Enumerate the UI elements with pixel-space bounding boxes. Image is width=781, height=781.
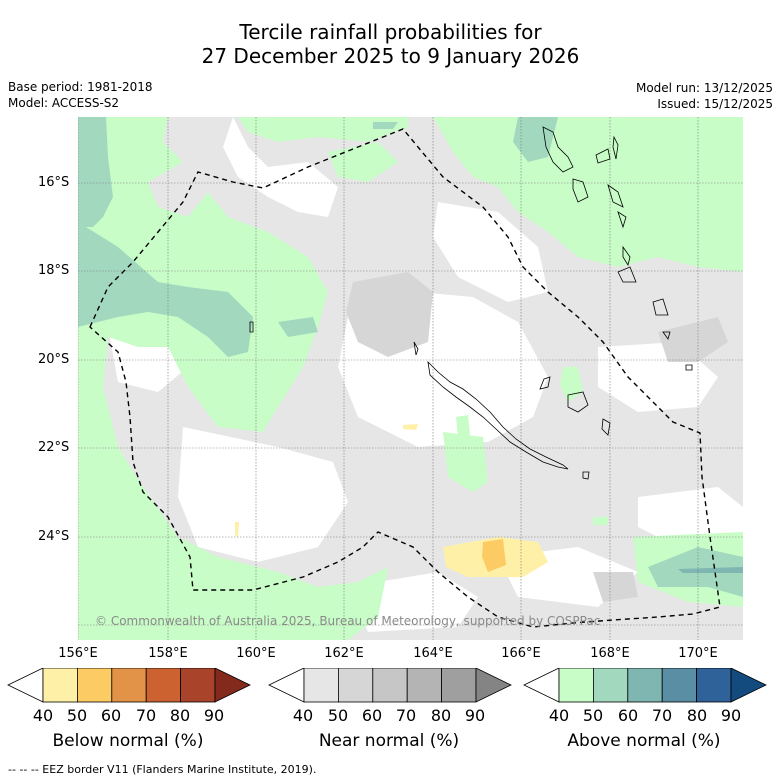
eez-border bbox=[89, 128, 721, 628]
lon-label-158e: 158°E bbox=[148, 646, 188, 661]
cb-below-tick-80: 80 bbox=[169, 706, 191, 725]
chart-title-line2: 27 December 2025 to 9 January 2026 bbox=[201, 44, 580, 68]
lat-label-18s: 18°S bbox=[38, 263, 70, 278]
cb-below-tick-90: 90 bbox=[203, 706, 225, 725]
colorbar-1-segment-2 bbox=[372, 668, 408, 703]
model-run: Model run: 13/12/2025 bbox=[635, 81, 773, 95]
map-panel bbox=[78, 117, 743, 640]
above-normal-label: Above normal (%) bbox=[567, 731, 721, 751]
lon-label-160e: 160°E bbox=[236, 646, 276, 661]
cb-near-tick-50: 50 bbox=[327, 706, 349, 725]
colorbar-1-segment-4 bbox=[441, 668, 477, 703]
cb-above-tick-70: 70 bbox=[651, 706, 673, 725]
lat-label-22s: 22°S bbox=[38, 440, 70, 455]
colorbar-1-start-triangle bbox=[268, 668, 305, 703]
base-period: Base period: 1981-2018 bbox=[8, 80, 153, 94]
cb-near-tick-60: 60 bbox=[361, 706, 383, 725]
map-svg bbox=[78, 117, 743, 640]
issued-date: Issued: 15/12/2025 bbox=[657, 97, 773, 111]
colorbar-2-end-triangle bbox=[730, 668, 767, 703]
colorbar-2-segment-4 bbox=[696, 668, 732, 703]
colorbar-1-segment-0 bbox=[303, 668, 339, 703]
colorbar-0-segment-1 bbox=[77, 668, 113, 703]
near-normal-60 bbox=[346, 272, 728, 602]
lon-label-164e: 164°E bbox=[413, 646, 453, 661]
cb-below-tick-50: 50 bbox=[66, 706, 88, 725]
below-normal-label: Below normal (%) bbox=[52, 731, 204, 751]
colorbar-0-segment-4 bbox=[180, 668, 216, 703]
cb-above-tick-80: 80 bbox=[686, 706, 708, 725]
cb-below-tick-40: 40 bbox=[32, 706, 54, 725]
lon-label-168e: 168°E bbox=[590, 646, 630, 661]
near-normal-label: Near normal (%) bbox=[318, 731, 460, 751]
chart-title-line1: Tercile rainfall probabilities for bbox=[239, 20, 542, 44]
eez-footnote: -- -- -- EEZ border V11 (Flanders Marine… bbox=[8, 763, 317, 776]
colorbar-2-segment-1 bbox=[593, 668, 629, 703]
colorbar-0-segment-3 bbox=[145, 668, 181, 703]
cb-above-tick-60: 60 bbox=[617, 706, 639, 725]
coastlines bbox=[249, 126, 693, 480]
colorbar-1-segment-3 bbox=[406, 668, 443, 703]
cb-below-tick-60: 60 bbox=[100, 706, 122, 725]
below-normal-region bbox=[235, 424, 548, 577]
colorbar-0-start-triangle bbox=[7, 668, 44, 703]
colorbar-1-end-triangle bbox=[475, 668, 512, 703]
cb-near-tick-40: 40 bbox=[292, 706, 314, 725]
colorbar-2-segment-2 bbox=[627, 668, 663, 703]
above-normal-70 bbox=[678, 567, 743, 573]
copyright-text: © Commonwealth of Australia 2025, Bureau… bbox=[95, 614, 601, 628]
cb-below-tick-70: 70 bbox=[135, 706, 157, 725]
colorbar-legend bbox=[7, 668, 767, 703]
lon-label-162e: 162°E bbox=[324, 646, 364, 661]
colorbar-1-segment-1 bbox=[337, 668, 374, 703]
cb-near-tick-70: 70 bbox=[395, 706, 417, 725]
lat-label-16s: 16°S bbox=[38, 175, 70, 190]
lon-label-166e: 166°E bbox=[501, 646, 541, 661]
colorbar-0-end-triangle bbox=[214, 668, 251, 703]
colorbar-2-segment-0 bbox=[558, 668, 594, 703]
cb-above-tick-90: 90 bbox=[720, 706, 742, 725]
lat-label-24s: 24°S bbox=[38, 529, 70, 544]
lon-label-170e: 170°E bbox=[678, 646, 718, 661]
colorbar-0-segment-0 bbox=[42, 668, 78, 703]
colorbar-2-segment-3 bbox=[661, 668, 698, 703]
cb-near-tick-90: 90 bbox=[464, 706, 486, 725]
map-gridlines bbox=[78, 117, 743, 640]
colorbar-0-segment-2 bbox=[111, 668, 147, 703]
lon-label-156e: 156°E bbox=[58, 646, 98, 661]
cb-near-tick-80: 80 bbox=[430, 706, 452, 725]
above-normal-60 bbox=[78, 117, 743, 597]
model-name: Model: ACCESS-S2 bbox=[8, 96, 120, 110]
cb-above-tick-40: 40 bbox=[548, 706, 570, 725]
lat-label-20s: 20°S bbox=[38, 352, 70, 367]
cb-above-tick-50: 50 bbox=[582, 706, 604, 725]
colorbar-2-start-triangle bbox=[523, 668, 560, 703]
